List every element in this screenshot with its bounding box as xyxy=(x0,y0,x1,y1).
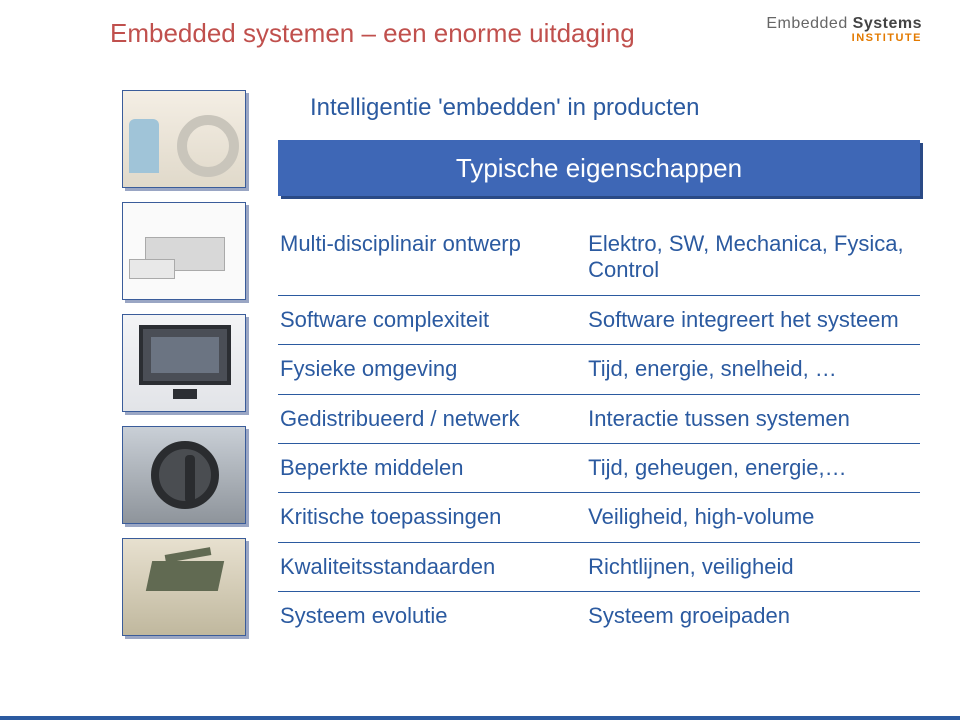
table-row: Beperkte middelenTijd, geheugen, energie… xyxy=(278,443,920,492)
table-row: Systeem evolutieSysteem groeipaden xyxy=(278,592,920,641)
logo-line2: INSTITUTE xyxy=(766,33,922,45)
slide: Embedded systemen – een enorme uitdaging… xyxy=(0,0,960,720)
footer-bar xyxy=(0,716,960,720)
printer-device-image xyxy=(122,202,246,300)
logo-line1: Embedded Systems xyxy=(766,15,922,32)
table-row: Gedistribueerd / netwerkInteractie tusse… xyxy=(278,394,920,443)
property-value: Richtlijnen, veiligheid xyxy=(586,542,920,591)
property-value: Veiligheid, high-volume xyxy=(586,493,920,542)
property-name: Systeem evolutie xyxy=(278,592,586,641)
esi-vertical-label: ESI xyxy=(0,429,10,600)
content-area: Typische eigenschappen Multi-disciplinai… xyxy=(278,140,920,641)
property-name: Kritische toepassingen xyxy=(278,493,586,542)
property-value: Software integreert het systeem xyxy=(586,295,920,344)
logo-line1-bold: Systems xyxy=(853,15,922,32)
car-interior-image xyxy=(122,426,246,524)
slide-title: Embedded systemen – een enorme uitdaging xyxy=(110,18,635,49)
logo-line1-light: Embedded xyxy=(766,15,852,32)
property-name: Kwaliteitsstandaarden xyxy=(278,542,586,591)
property-name: Fysieke omgeving xyxy=(278,345,586,394)
banner: Typische eigenschappen xyxy=(278,140,920,196)
property-name: Beperkte middelen xyxy=(278,443,586,492)
military-uav-image xyxy=(122,538,246,636)
table-row: Software complexiteitSoftware integreert… xyxy=(278,295,920,344)
slide-subtitle: Intelligentie 'embedden' in producten xyxy=(310,94,699,122)
property-name: Multi-disciplinair ontwerp xyxy=(278,220,586,295)
property-value: Elektro, SW, Mechanica, Fysica, Control xyxy=(586,220,920,295)
property-value: Systeem groeipaden xyxy=(586,592,920,641)
thumbnail-column xyxy=(122,90,252,636)
flatscreen-tv-image xyxy=(122,314,246,412)
table-row: KwaliteitsstandaardenRichtlijnen, veilig… xyxy=(278,542,920,591)
property-name: Software complexiteit xyxy=(278,295,586,344)
properties-table: Multi-disciplinair ontwerpElektro, SW, M… xyxy=(278,220,920,641)
property-name: Gedistribueerd / netwerk xyxy=(278,394,586,443)
brand-logo: Embedded Systems INSTITUTE xyxy=(766,16,922,44)
table-row: Fysieke omgevingTijd, energie, snelheid,… xyxy=(278,345,920,394)
property-value: Tijd, geheugen, energie,… xyxy=(586,443,920,492)
medical-scanner-image xyxy=(122,90,246,188)
table-row: Multi-disciplinair ontwerpElektro, SW, M… xyxy=(278,220,920,295)
property-value: Interactie tussen systemen xyxy=(586,394,920,443)
banner-label: Typische eigenschappen xyxy=(278,140,920,196)
property-value: Tijd, energie, snelheid, … xyxy=(586,345,920,394)
table-row: Kritische toepassingenVeiligheid, high-v… xyxy=(278,493,920,542)
